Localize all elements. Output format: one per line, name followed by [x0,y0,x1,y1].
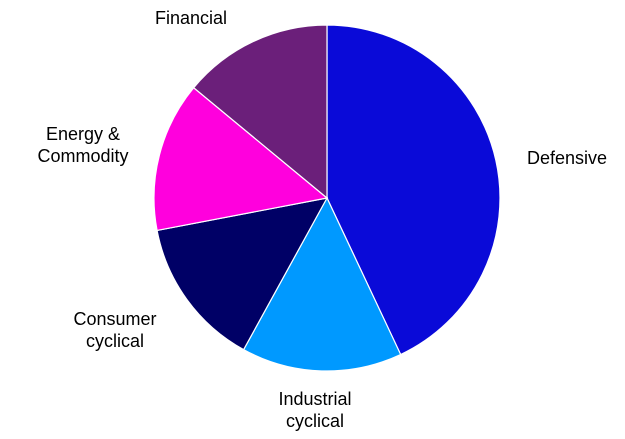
pie-slice [156,197,329,351]
slice-label: Financial [154,8,228,28]
pie-slice [326,24,501,356]
pie-slice [153,86,329,232]
slice-label: Consumer cyclical [73,309,157,351]
slice-label: Industrial cyclical [278,389,352,431]
slice-label: Energy & Commodity [37,124,129,166]
pie-slice [242,196,402,372]
slice-label: Defensive [526,148,608,168]
pie-slice [192,24,328,200]
